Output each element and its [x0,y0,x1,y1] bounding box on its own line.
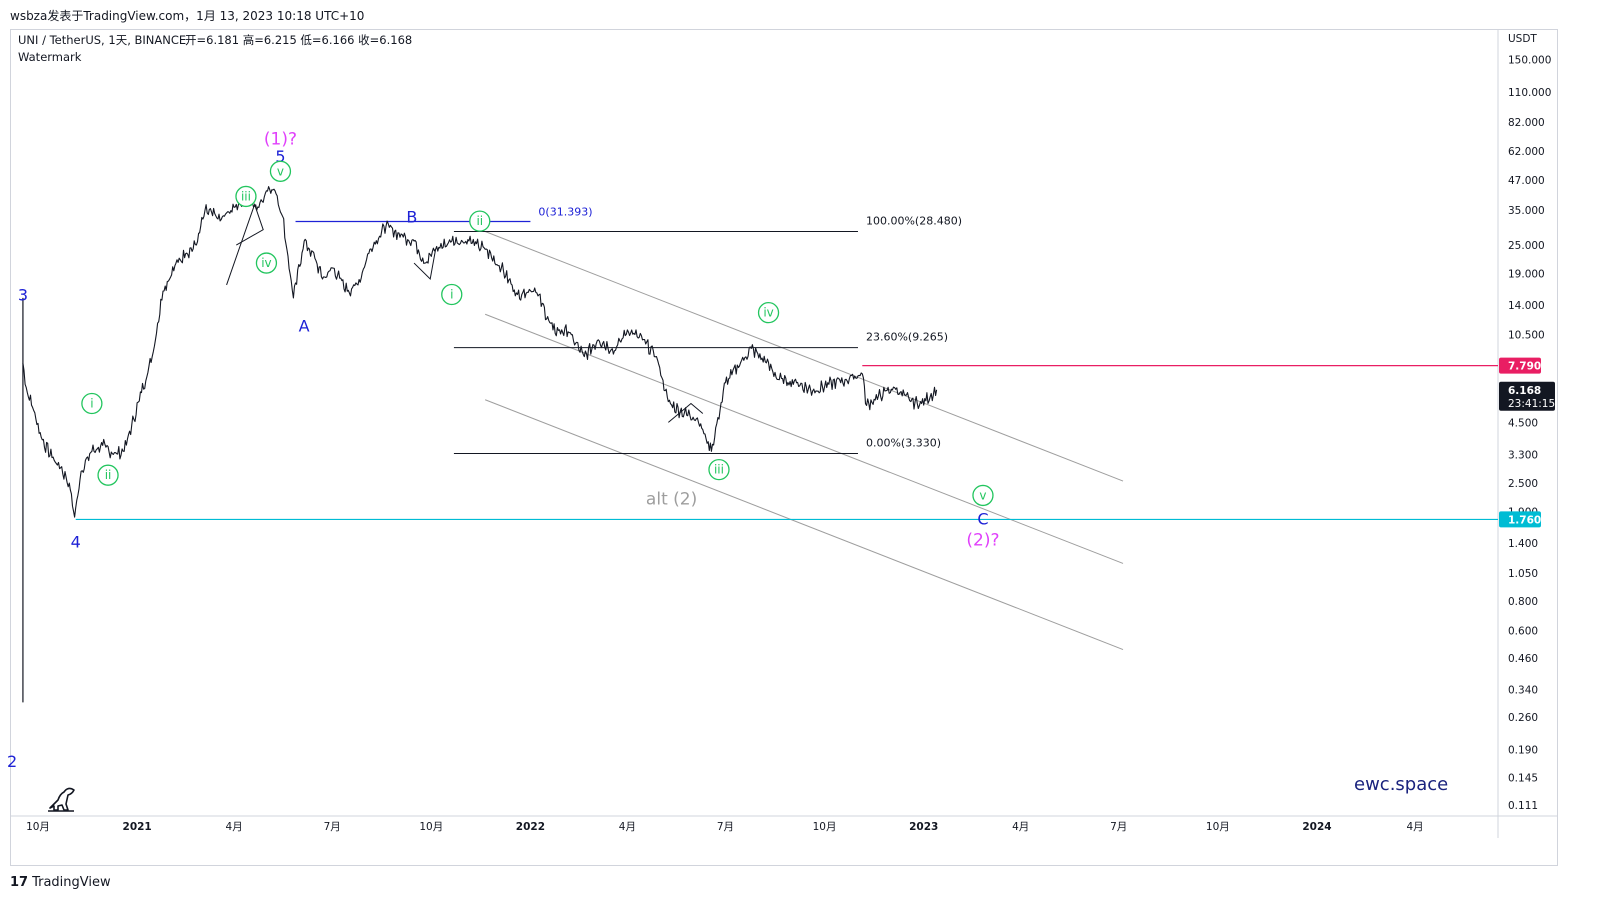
ohlc-legend: 开=6.181 高=6.215 低=6.166 收=6.168 [185,33,412,47]
wave-label-circle [441,283,463,306]
wave-label-circle [757,302,780,324]
time-tick-label: 10月 [813,821,837,833]
time-tick-label: 7月 [717,821,734,833]
price-axis-unit: USDT [1508,33,1537,45]
price-tick-label: 25.000 [1508,240,1545,252]
wave-label: i [450,287,453,301]
price-tick-label: 1.050 [1508,568,1538,580]
price-tag [1499,357,1541,374]
time-tick-label: 2023 [909,821,938,833]
price-tag [1499,511,1541,528]
wave-label: v [979,488,986,502]
publication-header: wsbza发表于TradingView.com，1月 13, 2023 10:1… [10,9,365,23]
time-tick-label: 4月 [1012,821,1029,833]
dinosaur-icon [48,787,75,812]
price-tick-label: 0.340 [1508,684,1538,696]
wave-label-circle [97,464,119,486]
price-tick-label: 0.600 [1508,626,1538,638]
time-tick-label: 7月 [1110,821,1127,833]
wave-label: iii [714,463,724,477]
wave-label: B [406,207,417,226]
wave-label-circle [972,484,994,507]
price-tick-label: 2.500 [1508,478,1538,490]
price-tag-label: 7.790 [1508,361,1541,373]
price-tick-label: 0.111 [1508,800,1538,812]
symbol-legend: UNI / TetherUS, 1天, BINANCE [18,33,186,47]
wave-label: (1)? [264,130,297,150]
wave-label-circle [269,160,292,182]
wave-label: ii [105,468,112,482]
price-tick-label: 47.000 [1508,175,1545,187]
price-tick-label: 0.190 [1508,745,1538,757]
time-tick-label: 7月 [324,821,341,833]
wave-label-circle [708,458,730,481]
time-tick-label: 4月 [226,821,243,833]
price-tick-label: 0.460 [1508,653,1538,665]
site-label: ewc.space [1354,774,1448,795]
price-tick-label: 0.800 [1508,596,1538,608]
countdown-label: 23:41:15 [1508,398,1555,410]
price-tick-label: 35.000 [1508,205,1545,217]
wave-label-circle [469,210,491,232]
fib-level-label: 0.00%(3.330) [866,436,941,449]
price-tag-label: 1.760 [1508,514,1541,526]
price-tick-label: 4.500 [1508,417,1538,429]
wedge-drawing [413,249,437,281]
price-tick-label: 0.145 [1508,773,1538,785]
wave-label: iv [763,306,773,320]
channel-line [484,399,1124,651]
price-tick-label: 150.000 [1508,55,1551,67]
time-tick-label: 4月 [1406,821,1423,833]
price-tick-label: 62.000 [1508,146,1545,158]
price-series-line[interactable] [22,186,938,518]
wave-label: v [277,164,284,178]
wedge-drawing [226,202,264,286]
watermark-legend: Watermark [18,50,82,64]
wave-label: 5 [275,147,285,166]
wave-label: alt (2) [646,490,697,510]
horizontal-line-label: 0(31.393) [538,205,592,218]
price-tick-label: 19.000 [1508,268,1545,280]
price-tick-label: 82.000 [1508,117,1545,129]
wave-label-circle [255,252,278,274]
tradingview-footer[interactable]: 17 TradingView [10,875,111,890]
time-tick-label: 2024 [1302,821,1331,833]
channel-line [484,231,1124,482]
price-tick-label: 0.260 [1508,712,1538,724]
current-price-label: 6.168 [1508,385,1541,397]
time-tick-label: 2021 [123,821,152,833]
wave-label: 4 [71,533,81,552]
channel-line [484,313,1124,564]
time-tick-label: 4月 [619,821,636,833]
price-tick-label: 10.500 [1508,330,1545,342]
time-tick-label: 10月 [26,821,50,833]
price-tick-label: 14.000 [1508,300,1545,312]
time-tick-label: 10月 [419,821,443,833]
time-tick-label: 2022 [516,821,545,833]
wave-label: 3 [18,285,28,304]
wave-label: iii [241,189,251,203]
price-tick-label: 1.400 [1508,538,1538,550]
wave-label: 2 [7,752,17,771]
tradingview-brand: TradingView [32,875,111,890]
wave-label: i [90,397,93,411]
current-price-tag [1499,381,1555,411]
chart-frame[interactable] [10,29,1558,866]
price-tick-label: 110.000 [1508,87,1551,99]
wedge-drawing [668,402,704,423]
time-tick-label: 10月 [1206,821,1230,833]
wave-label: ii [476,214,483,228]
tradingview-logo-icon: 17 [10,875,29,890]
wave-label-circle [81,392,103,415]
wave-label: iv [261,256,271,270]
wave-label: (2)? [966,530,999,550]
wave-label: A [299,316,310,335]
fib-level-label: 23.60%(9.265) [866,331,948,344]
wave-label-circle [235,185,257,208]
price-tick-label: 3.300 [1508,449,1538,461]
fib-level-label: 100.00%(28.480) [866,215,962,228]
wave-label: C [977,509,988,528]
